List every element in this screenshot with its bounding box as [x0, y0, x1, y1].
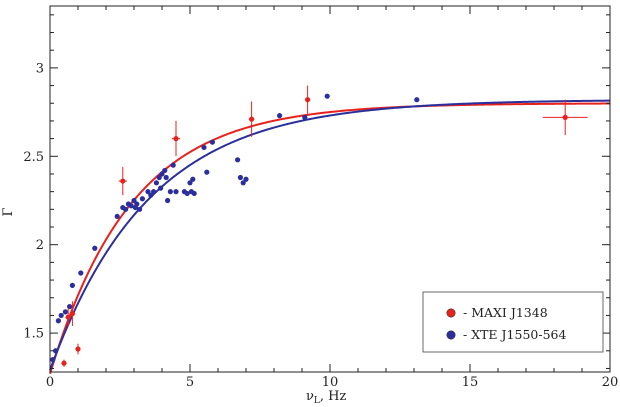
data-point-xte	[277, 113, 283, 119]
data-point-xte	[201, 144, 207, 151]
y-tick-label: 3	[36, 61, 44, 76]
data-point-xte	[145, 189, 151, 195]
y-tick-label: 2.5	[23, 150, 44, 165]
data-point-xte	[173, 189, 179, 195]
data-point-xte	[137, 206, 143, 212]
data-point-xte	[184, 190, 190, 197]
data-point-xte	[92, 245, 98, 251]
data-point-xte	[240, 180, 246, 186]
data-point-maxi	[249, 116, 255, 122]
legend-marker-maxi	[446, 308, 456, 318]
data-point-xte	[148, 192, 154, 198]
legend: - MAXI J1348 - XTE J1550-564	[422, 291, 604, 353]
data-point-xte	[114, 213, 120, 220]
x-axis-title-subscript: L	[314, 396, 320, 406]
data-point-xte	[191, 190, 197, 197]
tick-labels: 0 5 10 15 20 1.5 2 2.5 3	[23, 61, 618, 390]
data-point-xte	[134, 201, 140, 207]
legend-marker-xte	[446, 330, 456, 340]
data-point-xte	[139, 196, 145, 202]
x-tick-label: 5	[186, 375, 194, 390]
y-axis-title: Γ	[1, 207, 16, 216]
data-point-xte	[209, 139, 215, 145]
data-point-xte	[414, 97, 420, 103]
x-tick-label: 15	[462, 375, 479, 390]
data-point-xte	[153, 180, 159, 186]
x-tick-label: 20	[602, 375, 619, 390]
x-axis-title-symbol: ν	[306, 389, 314, 404]
legend-label-maxi: - MAXI J1348	[463, 305, 548, 320]
data-point-xte	[165, 197, 171, 204]
data-point-xte	[204, 169, 210, 175]
data-point-maxi	[61, 360, 67, 366]
data-point-xte	[55, 318, 62, 324]
data-point-xte	[69, 282, 75, 288]
data-point-xte	[302, 114, 308, 120]
data-point-maxi	[562, 114, 568, 120]
data-point-xte	[324, 93, 330, 99]
y-tick-label: 1.5	[23, 327, 44, 342]
x-tick-label: 10	[322, 375, 339, 390]
data-point-xte	[123, 206, 129, 212]
data-point-xte	[190, 176, 196, 182]
data-point-xte	[187, 180, 193, 186]
legend-label-xte: - XTE J1550-564	[463, 327, 566, 342]
data-point-xte	[67, 303, 73, 310]
data-point-maxi	[120, 178, 126, 184]
data-point-xte	[156, 174, 162, 181]
axis-ticks	[49, 6, 611, 372]
data-point-maxi	[69, 311, 75, 317]
data-point-xte	[53, 348, 59, 354]
data-point-xte	[170, 162, 176, 168]
data-point-xte	[128, 203, 134, 209]
data-point-xte	[151, 189, 157, 195]
plot-area	[49, 85, 611, 375]
data-point-xte	[162, 167, 168, 174]
data-point-xte	[158, 185, 164, 191]
data-point-xte	[58, 312, 64, 319]
data-point-xte	[243, 176, 249, 182]
data-point-xte	[235, 157, 241, 163]
data-point-xte	[159, 171, 165, 177]
x-tick-label: 0	[46, 375, 54, 390]
y-tick-label: 2	[36, 238, 44, 253]
x-axis-title: νL, Hz	[306, 389, 346, 406]
data-point-xte	[237, 174, 243, 181]
data-point-maxi	[65, 314, 71, 320]
data-point-xte	[131, 197, 137, 204]
data-point-xte	[50, 357, 56, 363]
fit-curve-xte	[49, 99, 611, 371]
data-point-xte	[62, 309, 68, 315]
data-point-xte	[167, 189, 173, 195]
data-point-maxi	[75, 346, 81, 352]
legend-box	[422, 291, 604, 353]
data-point-xte	[78, 270, 84, 276]
fit-curve-maxi	[49, 102, 611, 375]
x-axis-title-unit: , Hz	[320, 389, 347, 404]
data-point-xte	[163, 174, 169, 181]
data-point-maxi	[305, 97, 311, 103]
data-point-maxi	[173, 136, 179, 142]
